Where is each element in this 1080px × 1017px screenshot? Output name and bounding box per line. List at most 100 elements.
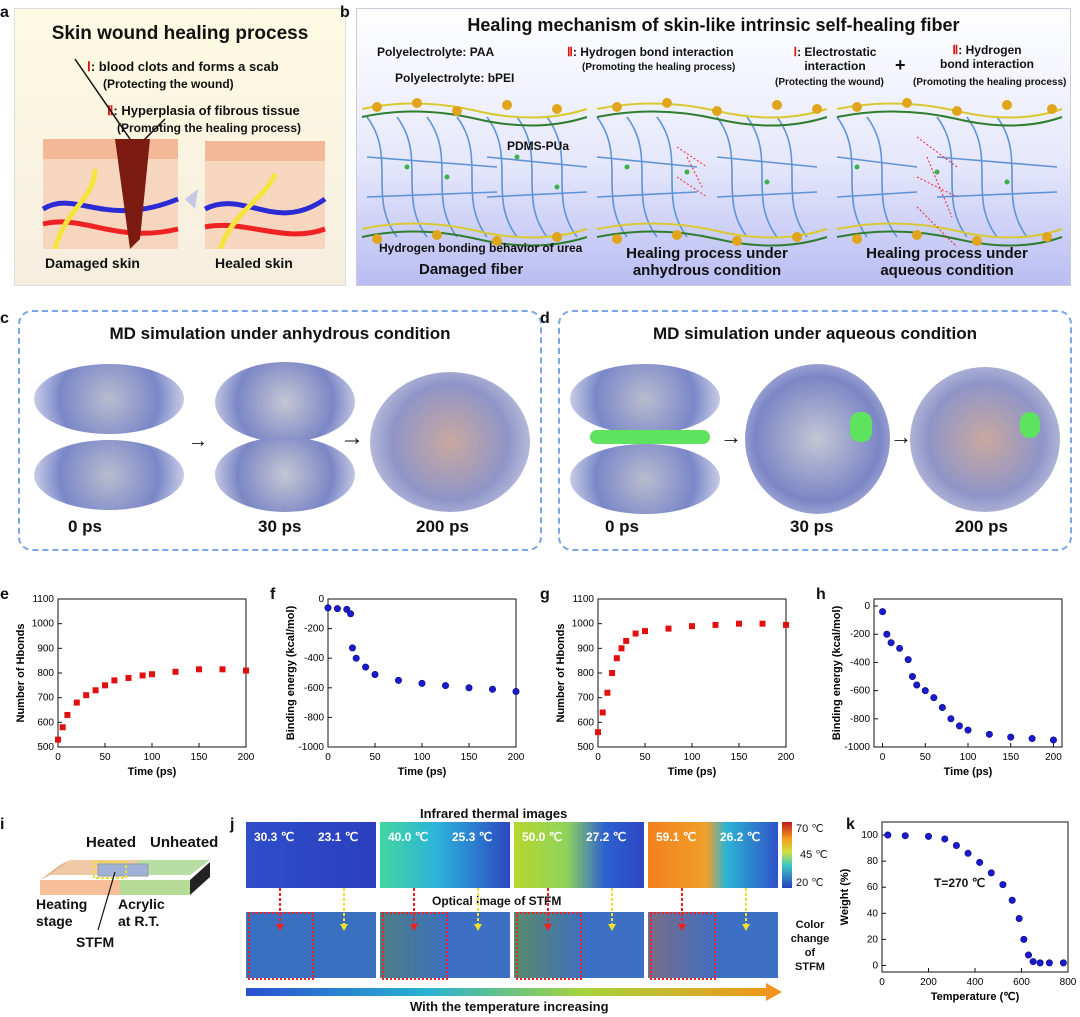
data-point-e-3	[73, 699, 80, 706]
data-point-h-16	[1049, 736, 1057, 744]
el-text1: : Electrostatic	[797, 45, 877, 59]
data-point-g-14	[783, 621, 789, 628]
x-tick-label-k-1: 200	[920, 977, 937, 988]
data-point-k-2	[925, 832, 933, 840]
y-tick-label-g-6: 1100	[572, 594, 594, 605]
y-axis-label-g: Number of Hbonds	[555, 624, 567, 723]
y-tick-label-e-2: 700	[37, 693, 54, 704]
item2-text: : Hyperplasia of fibrous tissue	[113, 103, 300, 118]
data-point-g-11	[712, 621, 719, 628]
arrow-c2: →	[340, 424, 364, 451]
fiber-network-illustration	[361, 98, 1063, 247]
mol-c1-bottom	[215, 437, 355, 512]
y-tick-label-h-4: -200	[850, 629, 870, 640]
data-point-h-12	[964, 726, 972, 734]
data-point-g-4	[613, 655, 620, 662]
data-point-g-0	[595, 729, 601, 736]
data-point-h-7	[921, 687, 929, 695]
x-tick-label-h-3: 150	[1002, 752, 1019, 763]
data-point-f-13	[512, 688, 520, 696]
data-point-e-10	[149, 671, 155, 678]
data-point-k-7	[987, 869, 995, 877]
panel-label-e: e	[0, 586, 9, 603]
cap2-line2: anhydrous condition	[632, 262, 782, 279]
gradient-arrowhead	[766, 983, 782, 1001]
item1-text: : blood clots and forms a scab	[90, 59, 279, 74]
x-axis-label-g: Time (ps)	[668, 766, 717, 778]
data-point-k-3	[941, 835, 949, 843]
data-point-e-2	[64, 711, 71, 718]
x-tick-label-f-4: 200	[508, 752, 525, 763]
ir-image-1	[246, 822, 376, 888]
panel-c-title: MD simulation under anhydrous condition	[109, 324, 451, 343]
ir-title: Infrared thermal images	[420, 806, 568, 821]
stfm-label: STFM	[76, 934, 115, 950]
data-point-f-6	[362, 663, 370, 671]
chart-f: 0 50 100 150 200 -1000 -800 -600 -400 -200 0 Time (…	[285, 594, 525, 778]
data-point-h-9	[938, 704, 946, 712]
arrow-d2: →	[890, 424, 912, 449]
panel-label-b: b	[340, 4, 350, 21]
y-tick-label-k-5: 100	[861, 830, 878, 841]
data-point-f-1	[333, 605, 341, 613]
opt-image-2	[380, 912, 510, 978]
data-point-e-9	[139, 672, 146, 679]
heating-line1: Heating	[36, 896, 88, 912]
temp-2-heated: 40.0 ℃	[388, 830, 429, 844]
y-tick-label-f-4: -200	[304, 624, 324, 635]
water-d2	[1020, 412, 1040, 438]
x-tick-label-g-4: 200	[778, 752, 795, 763]
data-point-e-13	[219, 666, 226, 673]
data-point-f-11	[465, 684, 473, 692]
hbond-interaction-label: Ⅱ: Hydrogen bond interaction	[567, 45, 734, 59]
cap3-line1: Healing process under	[866, 245, 1028, 262]
data-point-k-4	[952, 841, 960, 849]
temperature-gradient-arrow	[246, 988, 766, 996]
data-point-g-8	[642, 628, 648, 635]
y-tick-label-k-1: 20	[867, 934, 879, 945]
x-axis-label-k: Temperature (℃)	[931, 991, 1020, 1003]
panel-d-title: MD simulation under aqueous condition	[653, 324, 977, 343]
y-tick-label-h-0: -1000	[844, 742, 870, 753]
y-axis-label-f: Binding energy (kcal/mol)	[285, 605, 297, 740]
data-point-k-6	[976, 858, 984, 866]
scale-bot: 20 ℃	[796, 877, 824, 889]
bpei-label: Polyelectrolyte: bPEI	[395, 71, 515, 85]
data-point-g-6	[623, 637, 630, 644]
y-tick-label-h-1: -800	[850, 714, 870, 725]
panel-label-d: d	[540, 310, 550, 327]
data-point-g-3	[609, 670, 616, 676]
x-axis-label-h: Time (ps)	[944, 766, 993, 778]
panel-label-a: a	[0, 4, 9, 21]
plot-frame-k	[881, 821, 1069, 973]
scale-top: 70 ℃	[796, 823, 824, 835]
x-tick-label-e-3: 150	[191, 752, 208, 763]
panel-label-g: g	[540, 586, 550, 603]
pdms-label: PDMS-PUa	[507, 139, 570, 153]
x-axis-label-f: Time (ps)	[398, 766, 447, 778]
temp-1-heated: 30.3 ℃	[254, 830, 295, 844]
data-point-k-0	[884, 831, 892, 839]
y-tick-label-g-5: 1000	[572, 619, 595, 630]
data-point-e-4	[83, 692, 90, 699]
data-point-f-4	[348, 644, 356, 652]
y-axis-label-e: Number of Hbonds	[15, 624, 27, 723]
data-point-e-7	[111, 677, 118, 684]
acrylic-line1: Acrylic	[118, 896, 165, 912]
data-point-f-5	[352, 654, 360, 662]
y-tick-label-k-4: 80	[867, 856, 879, 867]
y-tick-label-h-5: 0	[864, 601, 870, 612]
y-tick-label-e-6: 1100	[32, 594, 54, 605]
data-point-k-9	[1008, 896, 1016, 904]
temp-3-unheated: 27.2 ℃	[586, 830, 627, 844]
data-point-k-16	[1059, 959, 1067, 967]
data-point-h-8	[930, 694, 938, 702]
x-axis-label-e: Time (ps)	[128, 766, 177, 778]
arrow-d1: →	[720, 424, 742, 449]
scale-mid: 45 ℃	[800, 849, 828, 861]
damaged-skin-caption: Damaged skin	[45, 255, 140, 271]
x-tick-label-h-0: 0	[880, 752, 886, 763]
y-tick-label-e-3: 800	[37, 668, 54, 679]
opt-image-1	[246, 912, 376, 978]
y-axis-label-h: Binding energy (kcal/mol)	[831, 605, 843, 740]
